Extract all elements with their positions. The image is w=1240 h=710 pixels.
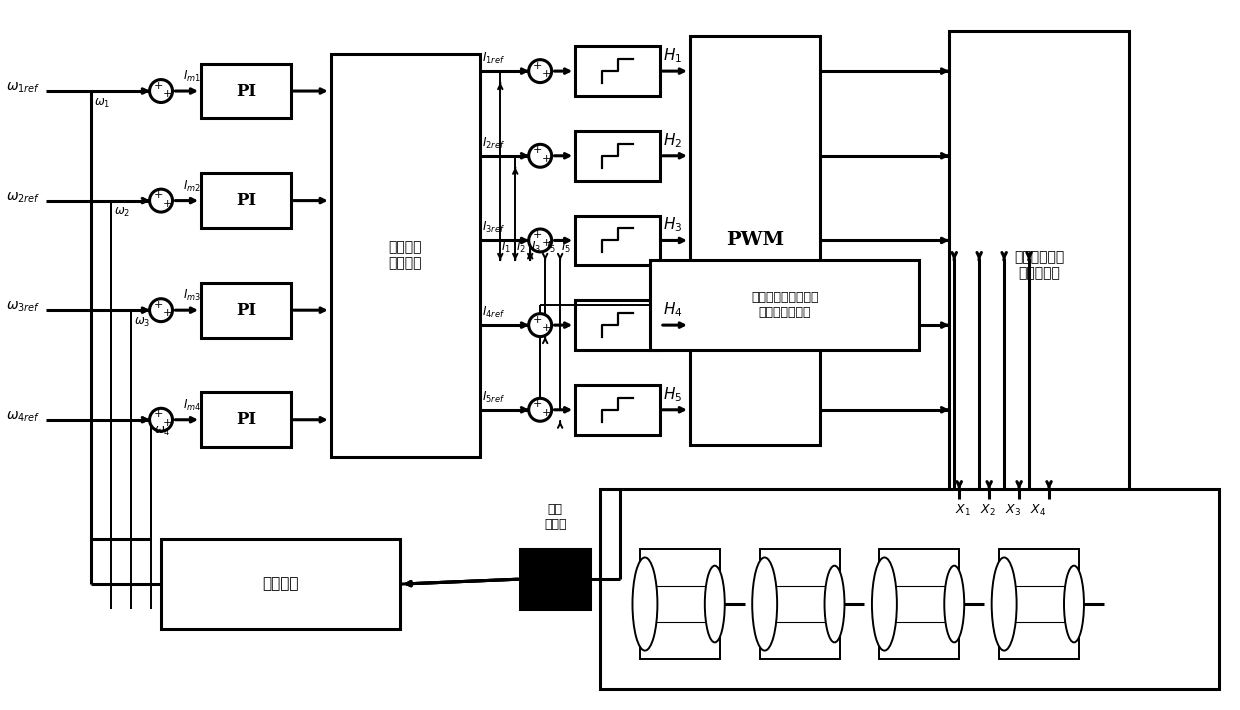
Text: $I_{3ref}$: $I_{3ref}$ (482, 220, 506, 236)
Text: $I_{2ref}$: $I_{2ref}$ (482, 136, 506, 151)
Text: 转速计算: 转速计算 (263, 577, 299, 591)
Text: 参考电流
重构模块: 参考电流 重构模块 (388, 240, 423, 271)
Bar (600, 489, 1219, 689)
Text: +: + (532, 146, 542, 155)
Bar (201, 64, 290, 119)
Bar (950, 31, 1128, 499)
Ellipse shape (992, 557, 1017, 650)
Text: +: + (532, 315, 542, 324)
Text: $I_3$: $I_3$ (531, 240, 541, 256)
Text: $I_{m2}$: $I_{m2}$ (182, 178, 201, 194)
Circle shape (150, 189, 172, 212)
Text: $X_1$: $X_1$ (955, 503, 971, 518)
Text: +: + (154, 409, 162, 420)
Circle shape (528, 229, 552, 252)
Bar (640, 550, 719, 659)
Text: $I_5$: $I_5$ (546, 240, 556, 256)
Text: +: + (162, 417, 171, 427)
Ellipse shape (632, 557, 657, 650)
Text: +: + (154, 80, 162, 91)
Text: $I_{5ref}$: $I_{5ref}$ (482, 390, 506, 405)
Text: $H_{5}$: $H_{5}$ (663, 385, 682, 404)
Text: +: + (162, 89, 171, 99)
Bar (999, 550, 1079, 659)
Ellipse shape (872, 557, 897, 650)
Bar (201, 283, 290, 337)
Text: +: + (154, 300, 162, 310)
Text: PI: PI (236, 82, 255, 99)
Text: +: + (542, 154, 551, 164)
Text: PI: PI (236, 411, 255, 428)
Text: +: + (154, 190, 162, 200)
Bar (201, 173, 290, 228)
Text: $I_{m4}$: $I_{m4}$ (182, 398, 201, 413)
Text: PI: PI (236, 302, 255, 319)
Text: $\omega_{4ref}$: $\omega_{4ref}$ (6, 410, 41, 424)
Text: $X_3$: $X_3$ (1006, 503, 1021, 518)
Text: $H_{2}$: $H_{2}$ (663, 131, 682, 150)
Bar (201, 393, 290, 447)
Text: $\omega_{3ref}$: $\omega_{3ref}$ (6, 300, 41, 315)
Text: PWM: PWM (725, 231, 784, 249)
Ellipse shape (825, 566, 844, 643)
Text: +: + (162, 308, 171, 318)
Text: +: + (532, 230, 542, 240)
Circle shape (150, 299, 172, 322)
Text: $\omega_4$: $\omega_4$ (154, 425, 171, 438)
Text: +: + (532, 60, 542, 70)
Text: 位置
传感器: 位置 传感器 (544, 503, 567, 531)
Text: +: + (162, 199, 171, 209)
Circle shape (528, 314, 552, 337)
Text: $I_{4ref}$: $I_{4ref}$ (482, 305, 506, 320)
Text: $X_4$: $X_4$ (1030, 503, 1047, 518)
Circle shape (528, 144, 552, 168)
Bar (161, 540, 401, 629)
Ellipse shape (1064, 566, 1084, 643)
Circle shape (150, 408, 172, 431)
Text: $I_2$: $I_2$ (516, 240, 526, 256)
Bar (521, 550, 590, 609)
Text: $\omega_{1ref}$: $\omega_{1ref}$ (6, 81, 41, 95)
Bar (879, 550, 960, 659)
Text: $I_{m1}$: $I_{m1}$ (182, 69, 201, 84)
Text: +: + (542, 323, 551, 333)
Text: $H_{4}$: $H_{4}$ (663, 300, 682, 319)
Text: $\omega_2$: $\omega_2$ (114, 206, 130, 219)
Ellipse shape (753, 557, 777, 650)
Ellipse shape (704, 566, 724, 643)
Text: 五相电压源型
容错逆变器: 五相电压源型 容错逆变器 (1014, 250, 1064, 280)
Text: $I_{1ref}$: $I_{1ref}$ (482, 51, 506, 66)
Text: $\omega_3$: $\omega_3$ (134, 315, 150, 329)
Text: $I_1$: $I_1$ (501, 240, 511, 256)
Text: $X_2$: $X_2$ (980, 503, 996, 518)
Bar (575, 385, 660, 435)
Text: $H_{3}$: $H_{3}$ (663, 216, 682, 234)
Text: $\omega_1$: $\omega_1$ (94, 97, 110, 109)
Bar (689, 36, 820, 444)
Text: 电流重构、故障检测
和容错控制模块: 电流重构、故障检测 和容错控制模块 (751, 291, 818, 320)
Text: $I_5$: $I_5$ (562, 240, 572, 256)
Bar (575, 300, 660, 350)
Text: +: + (542, 408, 551, 417)
Text: $I_{m3}$: $I_{m3}$ (182, 288, 201, 303)
Text: +: + (542, 239, 551, 248)
Bar (575, 216, 660, 266)
Bar (650, 261, 919, 350)
Bar (575, 131, 660, 180)
Text: +: + (542, 69, 551, 79)
Circle shape (528, 398, 552, 421)
Bar (575, 46, 660, 96)
Text: $H_{1}$: $H_{1}$ (663, 46, 682, 65)
Text: +: + (532, 399, 542, 409)
Ellipse shape (945, 566, 965, 643)
Text: PI: PI (236, 192, 255, 209)
Circle shape (150, 80, 172, 102)
Circle shape (528, 60, 552, 82)
Bar (331, 54, 480, 457)
Bar (760, 550, 839, 659)
Text: $\omega_{2ref}$: $\omega_{2ref}$ (6, 190, 41, 204)
